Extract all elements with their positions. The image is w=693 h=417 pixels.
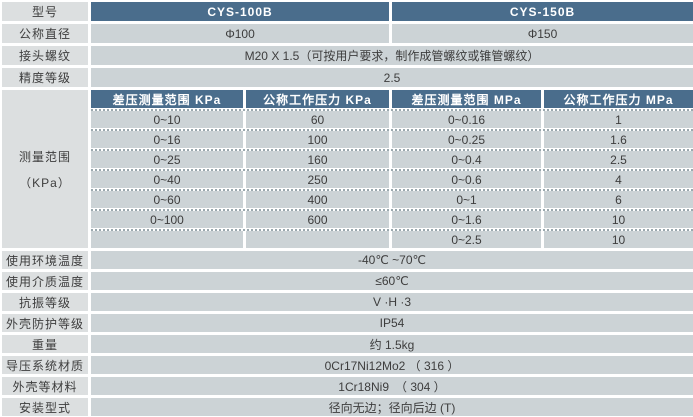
cell-work-pressure-mpa: 10 <box>544 211 693 228</box>
table-row-thread: 接头螺纹 M20 X 1.5（可按用户要求，制作成管螺纹或锥管螺纹） <box>2 46 693 65</box>
row-label-medium-temp: 使用介质温度 <box>2 272 88 290</box>
row-label-housing-material: 外壳等材料 <box>2 377 88 395</box>
row-label-thread: 接头螺纹 <box>2 46 88 65</box>
cell-work-pressure-mpa: 1.6 <box>544 131 693 148</box>
dotted-separator <box>91 128 693 131</box>
dotted-separator <box>91 148 693 151</box>
measure-row: 0~2.5 10 <box>91 231 693 248</box>
cell-work-pressure-kpa: 250 <box>246 171 389 188</box>
measure-range-label-line1: 测量范围 <box>18 149 71 164</box>
table-row-ambient-temp: 使用环境温度 -40℃ ~70℃ <box>2 251 693 269</box>
col-header-dp-range-mpa: 差压测量范围 MPa <box>392 90 541 108</box>
cell-dp-range-kpa: 0~10 <box>91 111 243 128</box>
measure-grid: 差压测量范围 KPa 公称工作压力 KPa 差压测量范围 MPa 公称工作压力 … <box>91 90 693 248</box>
cell-dp-range-mpa: 0~0.16 <box>392 111 541 128</box>
row-label-ip-rating: 外壳防护等级 <box>2 314 88 332</box>
medium-temp-value: ≤60℃ <box>91 272 693 290</box>
col-header-work-pressure-mpa: 公称工作压力 MPa <box>544 90 693 108</box>
row-label-measure-range: 测量范围 （KPa） <box>2 90 88 248</box>
row-label-vibration-grade: 抗振等级 <box>2 293 88 311</box>
cell-dp-range-kpa: 0~25 <box>91 151 243 168</box>
cell-work-pressure-kpa <box>246 231 389 248</box>
table-row-vibration-grade: 抗振等级 V ·H ·3 <box>2 293 693 311</box>
table-row-weight: 重量 约 1.5kg <box>2 335 693 353</box>
cell-dp-range-mpa: 0~2.5 <box>392 231 541 248</box>
dotted-separator <box>91 108 693 111</box>
table-row-ip-rating: 外壳防护等级 IP54 <box>2 314 693 332</box>
measure-range-block: 测量范围 （KPa） 差压测量范围 KPa 公称工作压力 KPa 差压测量范围 … <box>2 90 693 248</box>
measure-row: 0~100 600 0~1.6 10 <box>91 211 693 228</box>
row-label-mounting-type: 安装型式 <box>2 398 88 416</box>
model-header-cys100b: CYS-100B <box>91 2 389 21</box>
cell-work-pressure-mpa: 2.5 <box>544 151 693 168</box>
row-label-pressure-system-material: 导压系统材质 <box>2 356 88 374</box>
cell-dp-range-mpa: 0~1 <box>392 191 541 208</box>
cell-work-pressure-kpa: 100 <box>246 131 389 148</box>
row-label-ambient-temp: 使用环境温度 <box>2 251 88 269</box>
model-header-cys150b: CYS-150B <box>392 2 693 21</box>
accuracy-value: 2.5 <box>91 68 693 87</box>
diameter-value-150: Φ150 <box>392 24 693 43</box>
weight-value: 约 1.5kg <box>91 335 693 353</box>
measure-range-label-line2: （KPa） <box>19 175 71 190</box>
cell-dp-range-mpa: 0~0.6 <box>392 171 541 188</box>
ambient-temp-value: -40℃ ~70℃ <box>91 251 693 269</box>
mounting-type-value: 径向无边；径向后边 (T) <box>91 398 693 416</box>
housing-material-value: 1Cr18Ni9 （ 304 ） <box>91 377 693 395</box>
row-label-model: 型号 <box>2 2 88 21</box>
cell-dp-range-kpa: 0~60 <box>91 191 243 208</box>
cell-work-pressure-mpa: 1 <box>544 111 693 128</box>
measure-row: 0~60 400 0~1 6 <box>91 191 693 208</box>
dotted-separator <box>91 228 693 231</box>
cell-dp-range-kpa: 0~100 <box>91 211 243 228</box>
pressure-system-material-value: 0Cr17Ni12Mo2 （ 316 ） <box>91 356 693 374</box>
row-label-accuracy: 精度等级 <box>2 68 88 87</box>
cell-dp-range-mpa: 0~0.25 <box>392 131 541 148</box>
cell-work-pressure-kpa: 600 <box>246 211 389 228</box>
dotted-separator <box>91 188 693 191</box>
table-row-accuracy: 精度等级 2.5 <box>2 68 693 87</box>
dotted-separator <box>91 168 693 171</box>
diameter-value-100: Φ100 <box>91 24 389 43</box>
cell-work-pressure-kpa: 160 <box>246 151 389 168</box>
row-label-diameter: 公称直径 <box>2 24 88 43</box>
table-row-housing-material: 外壳等材料 1Cr18Ni9 （ 304 ） <box>2 377 693 395</box>
vibration-grade-value: V ·H ·3 <box>91 293 693 311</box>
cell-work-pressure-kpa: 60 <box>246 111 389 128</box>
measure-row: 0~16 100 0~0.25 1.6 <box>91 131 693 148</box>
thread-value: M20 X 1.5（可按用户要求，制作成管螺纹或锥管螺纹） <box>91 46 693 65</box>
cell-work-pressure-mpa: 4 <box>544 171 693 188</box>
table-row-model: 型号 CYS-100B CYS-150B <box>2 2 693 21</box>
col-header-dp-range-kpa: 差压测量范围 KPa <box>91 90 243 108</box>
cell-dp-range-mpa: 0~0.4 <box>392 151 541 168</box>
cell-dp-range-mpa: 0~1.6 <box>392 211 541 228</box>
measure-row: 0~25 160 0~0.4 2.5 <box>91 151 693 168</box>
cell-work-pressure-kpa: 400 <box>246 191 389 208</box>
cell-work-pressure-mpa: 6 <box>544 191 693 208</box>
cell-dp-range-kpa: 0~40 <box>91 171 243 188</box>
cell-dp-range-kpa <box>91 231 243 248</box>
dotted-separator <box>91 208 693 211</box>
col-header-work-pressure-kpa: 公称工作压力 KPa <box>246 90 389 108</box>
table-row-mounting-type: 安装型式 径向无边；径向后边 (T) <box>2 398 693 416</box>
cell-dp-range-kpa: 0~16 <box>91 131 243 148</box>
measure-row: 0~10 60 0~0.16 1 <box>91 111 693 128</box>
measure-header-row: 差压测量范围 KPa 公称工作压力 KPa 差压测量范围 MPa 公称工作压力 … <box>91 90 693 108</box>
ip-rating-value: IP54 <box>91 314 693 332</box>
table-row-diameter: 公称直径 Φ100 Φ150 <box>2 24 693 43</box>
cell-work-pressure-mpa: 10 <box>544 231 693 248</box>
measure-row: 0~40 250 0~0.6 4 <box>91 171 693 188</box>
row-label-weight: 重量 <box>2 335 88 353</box>
table-row-medium-temp: 使用介质温度 ≤60℃ <box>2 272 693 290</box>
table-row-pressure-system-material: 导压系统材质 0Cr17Ni12Mo2 （ 316 ） <box>2 356 693 374</box>
